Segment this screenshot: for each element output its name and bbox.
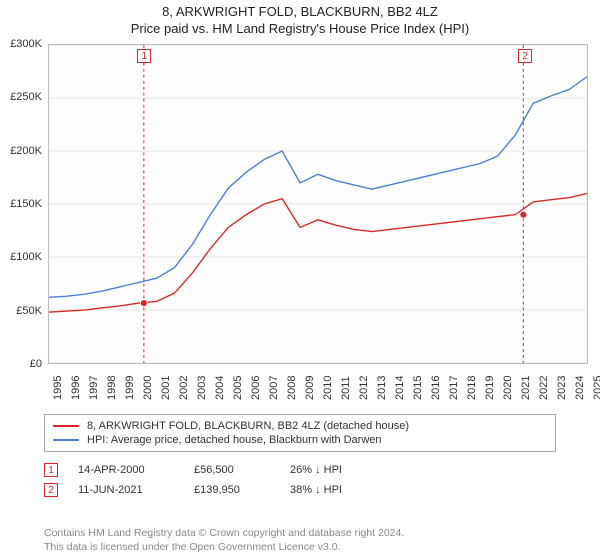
event-diff: 26% ↓ HPI <box>290 464 390 476</box>
x-axis-tick-label: 2010 <box>322 376 334 400</box>
x-axis-tick-label: 2000 <box>142 376 154 400</box>
x-axis-tick-label: 2022 <box>538 376 550 400</box>
chart-svg <box>49 45 587 363</box>
event-row: 2 11-JUN-2021 £139,950 38% ↓ HPI <box>44 480 556 500</box>
x-axis-tick-label: 2013 <box>376 376 388 400</box>
event-price: £56,500 <box>194 464 274 476</box>
legend-item: 8, ARKWRIGHT FOLD, BLACKBURN, BB2 4LZ (d… <box>53 419 547 433</box>
event-price: £139,950 <box>194 484 274 496</box>
event-diff: 38% ↓ HPI <box>290 484 390 496</box>
chart-subtitle: Price paid vs. HM Land Registry's House … <box>0 21 600 36</box>
x-axis-tick-label: 2025 <box>592 376 600 400</box>
legend-label: HPI: Average price, detached house, Blac… <box>87 434 382 446</box>
y-axis-tick-label: £50K <box>16 305 42 317</box>
chart-marker-badge: 2 <box>518 49 532 63</box>
x-axis-tick-label: 2008 <box>286 376 298 400</box>
legend: 8, ARKWRIGHT FOLD, BLACKBURN, BB2 4LZ (d… <box>44 414 556 452</box>
x-axis-tick-label: 1999 <box>124 376 136 400</box>
x-axis-tick-label: 2012 <box>358 376 370 400</box>
title-block: 8, ARKWRIGHT FOLD, BLACKBURN, BB2 4LZ Pr… <box>0 0 600 36</box>
chart-container: 8, ARKWRIGHT FOLD, BLACKBURN, BB2 4LZ Pr… <box>0 0 600 560</box>
footer-line-2: This data is licensed under the Open Gov… <box>44 540 556 554</box>
x-axis-tick-label: 2016 <box>430 376 442 400</box>
y-axis-tick-label: £100K <box>10 251 42 263</box>
x-axis-tick-label: 2004 <box>214 376 226 400</box>
x-axis-tick-label: 2011 <box>340 376 352 400</box>
x-axis-tick-label: 1996 <box>70 376 82 400</box>
chart-plot-area: 12 <box>48 44 588 364</box>
x-axis-tick-label: 1995 <box>52 376 64 400</box>
y-axis-tick-label: £200K <box>10 145 42 157</box>
legend-swatch <box>53 439 79 441</box>
footer-line-1: Contains HM Land Registry data © Crown c… <box>44 526 556 540</box>
x-axis-tick-label: 2018 <box>466 376 478 400</box>
x-axis-tick-label: 2020 <box>502 376 514 400</box>
x-axis-tick-label: 2024 <box>574 376 586 400</box>
event-marker-badge: 1 <box>44 463 58 477</box>
chart-title: 8, ARKWRIGHT FOLD, BLACKBURN, BB2 4LZ <box>0 4 600 19</box>
x-axis-tick-label: 2019 <box>484 376 496 400</box>
x-axis-tick-label: 2001 <box>160 376 172 400</box>
x-axis-tick-label: 2002 <box>178 376 190 400</box>
x-axis-tick-label: 2017 <box>448 376 460 400</box>
x-axis-tick-label: 2003 <box>196 376 208 400</box>
x-axis-tick-label: 2007 <box>268 376 280 400</box>
y-axis-tick-label: £0 <box>30 358 42 370</box>
y-axis-labels: £0£50K£100K£150K£200K£250K£300K <box>0 44 46 364</box>
event-marker-badge: 2 <box>44 483 58 497</box>
footer-attribution: Contains HM Land Registry data © Crown c… <box>44 526 556 554</box>
x-axis-tick-label: 2009 <box>304 376 316 400</box>
x-axis-tick-label: 1998 <box>106 376 118 400</box>
chart-marker-badge: 1 <box>137 49 151 63</box>
x-axis-tick-label: 2005 <box>232 376 244 400</box>
x-axis-tick-label: 1997 <box>88 376 100 400</box>
x-axis-tick-label: 2023 <box>556 376 568 400</box>
x-axis-tick-label: 2006 <box>250 376 262 400</box>
event-date: 14-APR-2000 <box>78 464 178 476</box>
y-axis-tick-label: £150K <box>10 198 42 210</box>
x-axis-tick-label: 2015 <box>412 376 424 400</box>
y-axis-tick-label: £250K <box>10 91 42 103</box>
x-axis-tick-label: 2021 <box>520 376 532 400</box>
event-row: 1 14-APR-2000 £56,500 26% ↓ HPI <box>44 460 556 480</box>
x-axis-tick-label: 2014 <box>394 376 406 400</box>
legend-swatch <box>53 425 79 427</box>
event-list: 1 14-APR-2000 £56,500 26% ↓ HPI 2 11-JUN-2021… <box>44 460 556 500</box>
legend-label: 8, ARKWRIGHT FOLD, BLACKBURN, BB2 4LZ (d… <box>87 420 409 432</box>
event-date: 11-JUN-2021 <box>78 484 178 496</box>
x-axis-labels: 1995 1996 1997 1998 1999 2000 2001 2002 2003 2004… <box>48 366 588 412</box>
y-axis-tick-label: £300K <box>10 38 42 50</box>
legend-item: HPI: Average price, detached house, Blac… <box>53 433 547 447</box>
